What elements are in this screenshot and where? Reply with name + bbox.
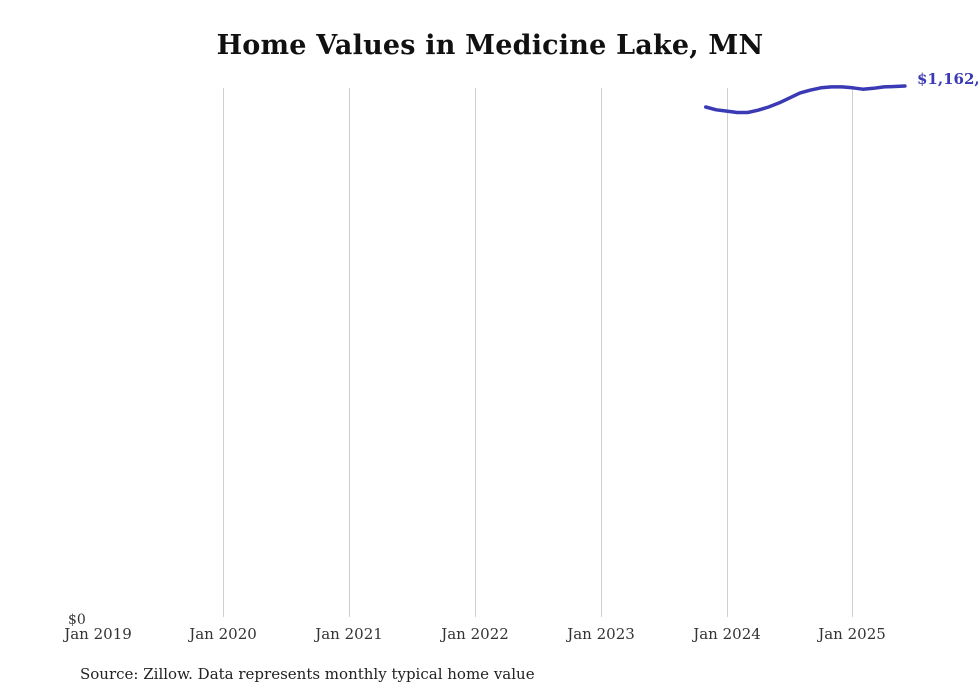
source-note: Source: Zillow. Data represents monthly …	[80, 665, 535, 683]
x-axis-label: Jan 2019	[64, 625, 132, 643]
gridline	[223, 88, 224, 617]
value-line	[703, 84, 907, 115]
y-zero-label: $0	[68, 612, 86, 628]
x-axis-label: Jan 2023	[567, 625, 635, 643]
gridline	[601, 88, 602, 617]
x-axis-label: Jan 2025	[818, 625, 886, 643]
x-axis-label: Jan 2020	[189, 625, 257, 643]
x-axis-label: Jan 2022	[441, 625, 509, 643]
gridline	[475, 88, 476, 617]
gridline	[349, 88, 350, 617]
x-axis-label: Jan 2021	[315, 625, 383, 643]
gridline	[852, 88, 853, 617]
page-title: Home Values in Medicine Lake, MN	[216, 30, 764, 61]
end-value-label: $1,162,	[917, 70, 980, 88]
gridline	[727, 88, 728, 617]
x-axis-label: Jan 2024	[693, 625, 761, 643]
